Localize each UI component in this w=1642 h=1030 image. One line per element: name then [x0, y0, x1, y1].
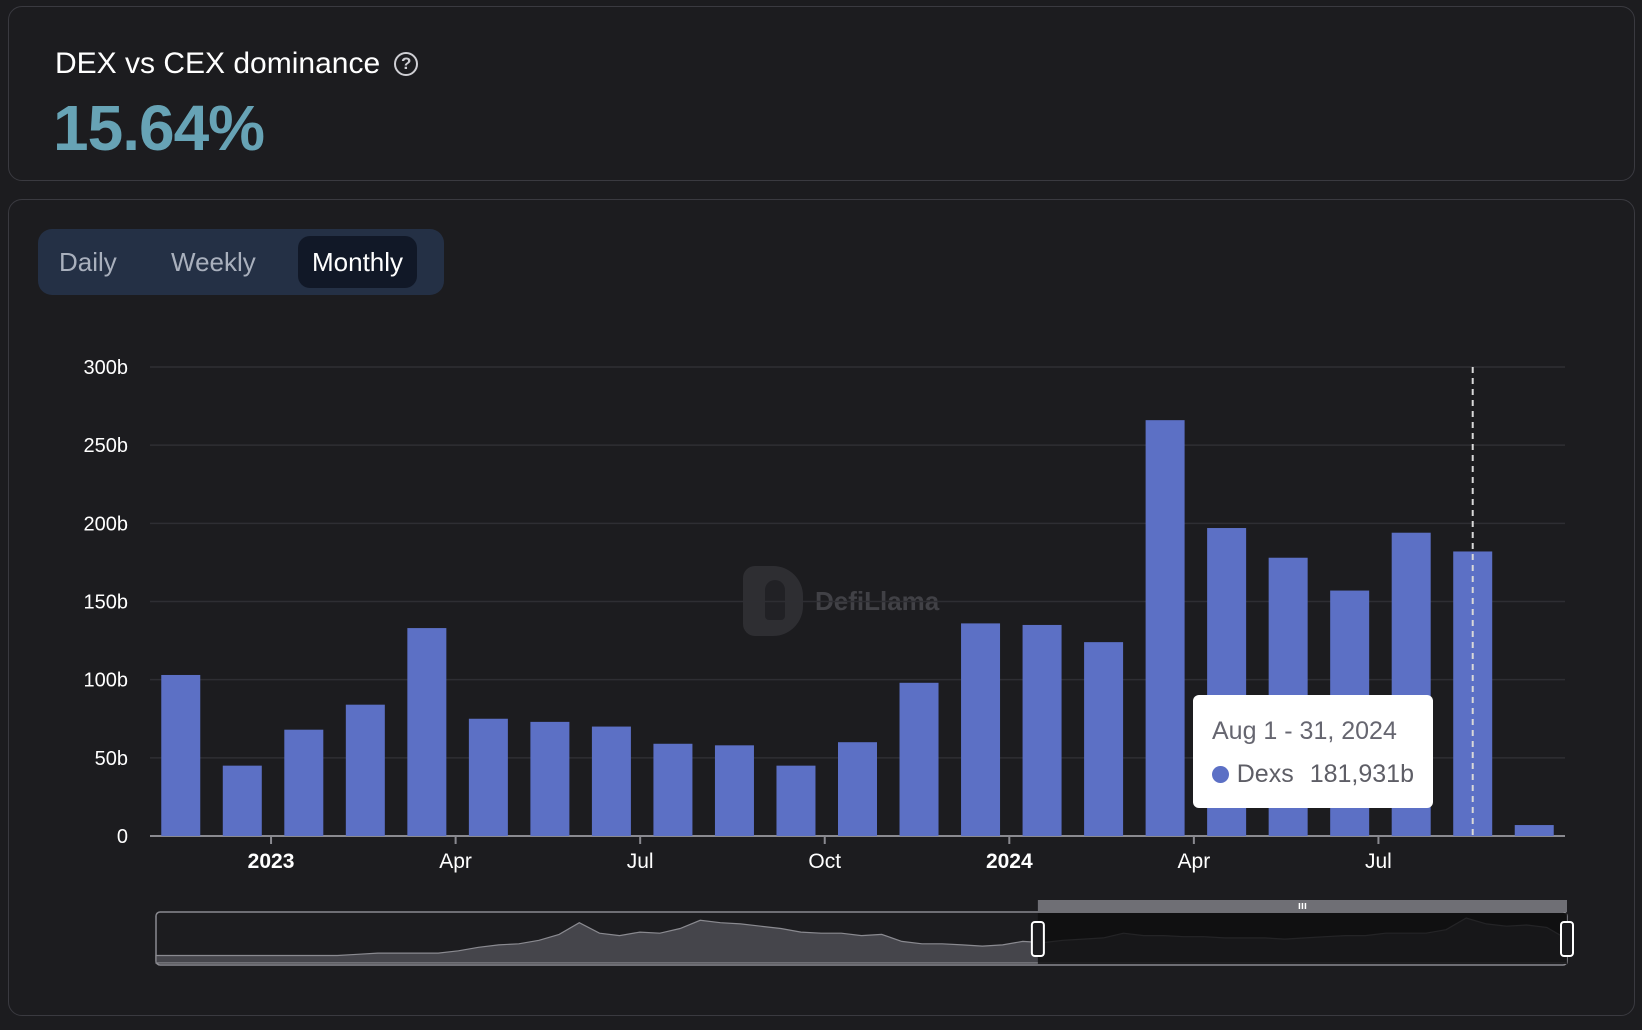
brush-selection[interactable] — [1037, 913, 1567, 964]
bar[interactable] — [961, 623, 1001, 836]
bar[interactable] — [714, 745, 754, 836]
x-tick-label: Oct — [808, 850, 841, 873]
bar[interactable] — [407, 628, 447, 836]
brush-handle[interactable] — [1560, 921, 1574, 957]
y-tick-label: 200b — [84, 513, 129, 535]
bar[interactable] — [468, 718, 508, 836]
tab-monthly[interactable]: Monthly — [298, 236, 418, 288]
tooltip-date: Aug 1 - 31, 2024 — [1212, 717, 1397, 745]
y-axis-ticks: 0 50b 100b 150b 200b 250b 300b — [84, 357, 129, 848]
brush-handle[interactable] — [1030, 921, 1045, 957]
x-tick-label: 2024 — [986, 850, 1033, 873]
y-tick-label: 100b — [84, 670, 129, 692]
series-dot-icon — [1212, 766, 1229, 783]
y-tick-label: 50b — [95, 748, 128, 770]
bar[interactable] — [161, 674, 201, 836]
bar[interactable] — [653, 743, 693, 836]
y-tick-label: 300b — [84, 357, 129, 379]
tab-weekly[interactable]: Weekly — [171, 247, 256, 277]
zoom-brush[interactable] — [155, 900, 1574, 966]
y-tick-label: 250b — [84, 435, 129, 457]
title-row: DEX vs CEX dominance ? — [55, 47, 419, 81]
bar[interactable] — [1453, 551, 1493, 836]
x-axis-ticks: 2023 Apr Jul Oct 2024 Apr Jul — [248, 836, 1392, 873]
watermark-text: DefiLlama — [815, 585, 940, 616]
dominance-card: DEX vs CEX dominance ? 15.64% — [8, 6, 1635, 181]
bar[interactable] — [591, 726, 631, 836]
tooltip-series-name: Dexs — [1236, 760, 1294, 788]
bar[interactable] — [345, 704, 385, 836]
y-tick-label: 0 — [117, 826, 128, 848]
bar[interactable] — [1084, 642, 1124, 836]
bar[interactable] — [222, 765, 262, 836]
bar[interactable] — [776, 765, 816, 836]
bar[interactable] — [530, 721, 570, 836]
chart-tooltip: Aug 1 - 31, 2024 Dexs 181,931b — [1193, 695, 1433, 808]
bar[interactable] — [1145, 420, 1185, 836]
card-title: DEX vs CEX dominance — [55, 47, 381, 80]
bar[interactable] — [1022, 624, 1062, 836]
watermark: DefiLlama — [743, 566, 939, 636]
bar[interactable] — [1514, 825, 1554, 836]
x-tick-label: Apr — [439, 850, 472, 873]
y-tick-label: 150b — [84, 592, 129, 614]
question-circle-icon[interactable]: ? — [394, 52, 419, 76]
tooltip-row: Dexs 181,931b — [1212, 760, 1414, 789]
x-tick-label: 2023 — [248, 850, 295, 873]
bar[interactable] — [284, 729, 324, 836]
x-tick-label: Jul — [1365, 850, 1392, 873]
bar[interactable] — [838, 742, 877, 836]
tooltip-value: 181,931b — [1309, 760, 1414, 788]
bar[interactable] — [899, 682, 939, 836]
x-tick-label: Apr — [1178, 850, 1211, 873]
interval-tabs: Daily Weekly Monthly — [38, 229, 444, 295]
bars — [161, 420, 1554, 836]
tab-daily[interactable]: Daily — [59, 247, 117, 277]
x-tick-label: Jul — [627, 850, 654, 873]
dominance-value: 15.64% — [53, 92, 265, 164]
